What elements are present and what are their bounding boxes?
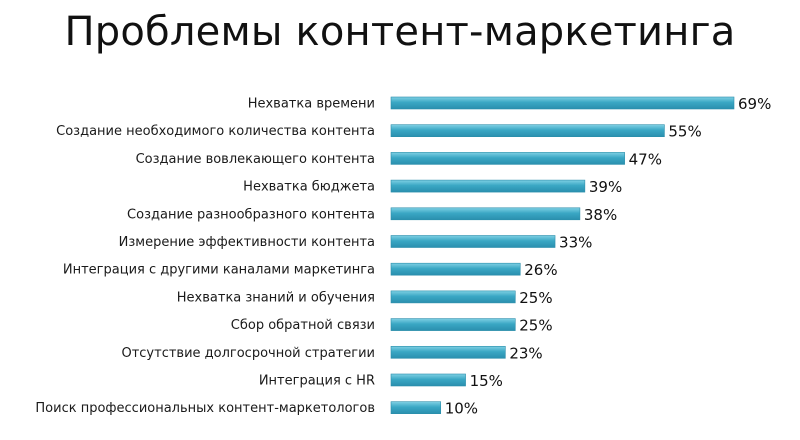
bar [390,152,625,165]
value-label: 69% [738,95,771,113]
value-label: 26% [524,261,557,279]
category-label: Создание необходимого количества контент… [56,124,375,139]
category-label: Отсутствие долгосрочной стратегии [121,346,375,361]
bar [390,96,735,110]
value-label: 55% [668,123,701,141]
category-label: Интеграция с другими каналами маркетинга [63,263,375,278]
value-label: 15% [470,372,503,390]
bar [390,401,442,415]
value-label: 33% [559,234,592,252]
category-label: Сбор обратной связи [231,318,375,333]
category-label: Поиск профессиональных контент-маркетоло… [35,401,375,416]
bar [390,373,466,387]
bars-layer: Нехватка времени 69% Создание необходимого… [35,95,771,418]
value-label: 10% [445,400,478,418]
value-label: 39% [589,178,622,196]
category-label: Интеграция с HR [259,374,375,389]
bar [390,345,506,359]
bar [390,124,665,137]
value-label: 38% [584,206,617,224]
category-label: Нехватка бюджета [243,180,375,195]
category-label: Создание вовлекающего контента [136,152,375,167]
bar [390,262,521,276]
value-label: 47% [629,150,662,168]
bar [390,318,516,331]
category-label: Нехватка знаний и обучения [177,290,375,305]
category-label: Создание разнообразного контента [127,207,375,222]
bar [390,179,586,193]
value-label: 25% [519,317,552,335]
value-label: 23% [509,344,542,362]
category-label: Нехватка времени [248,97,375,112]
value-label: 25% [519,289,552,307]
bar [390,290,516,304]
bar [390,235,556,248]
category-label: Измерение эффективности контента [119,235,375,250]
bar [390,207,581,221]
chart-title: Проблемы контент-маркетинга [64,9,736,55]
